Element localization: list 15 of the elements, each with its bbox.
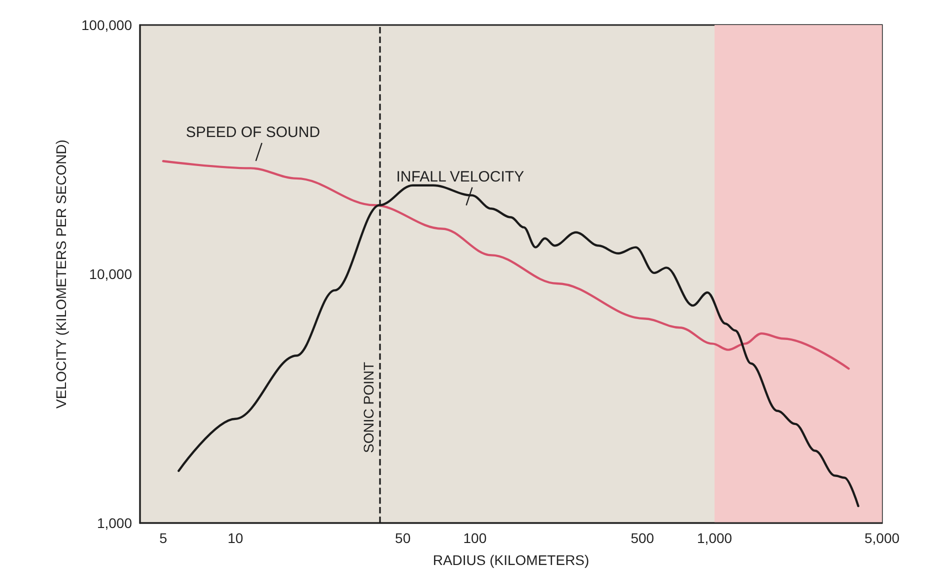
x-tick-label: 10 — [228, 530, 244, 546]
series-label: INFALL VELOCITY — [396, 168, 524, 186]
y-axis-title: VELOCITY (KILOMETERS PER SECOND) — [53, 140, 69, 408]
x-tick-label: 500 — [630, 530, 654, 546]
ref-line-label: SONIC POINT — [360, 362, 377, 453]
x-axis-title: RADIUS (KILOMETERS) — [432, 552, 590, 568]
series-label: SPEED OF SOUND — [186, 124, 320, 141]
y-tick-label: 10,000 — [89, 266, 132, 282]
x-tick-label: 5 — [159, 530, 168, 546]
y-tick-label: 100,000 — [81, 17, 132, 33]
x-tick-label: 50 — [395, 530, 411, 546]
x-tick-label: 5,000 — [864, 530, 900, 546]
x-tick-label: 100 — [463, 530, 487, 546]
y-tick-label: 1,000 — [96, 515, 132, 531]
x-tick-label: 1,000 — [697, 530, 732, 546]
